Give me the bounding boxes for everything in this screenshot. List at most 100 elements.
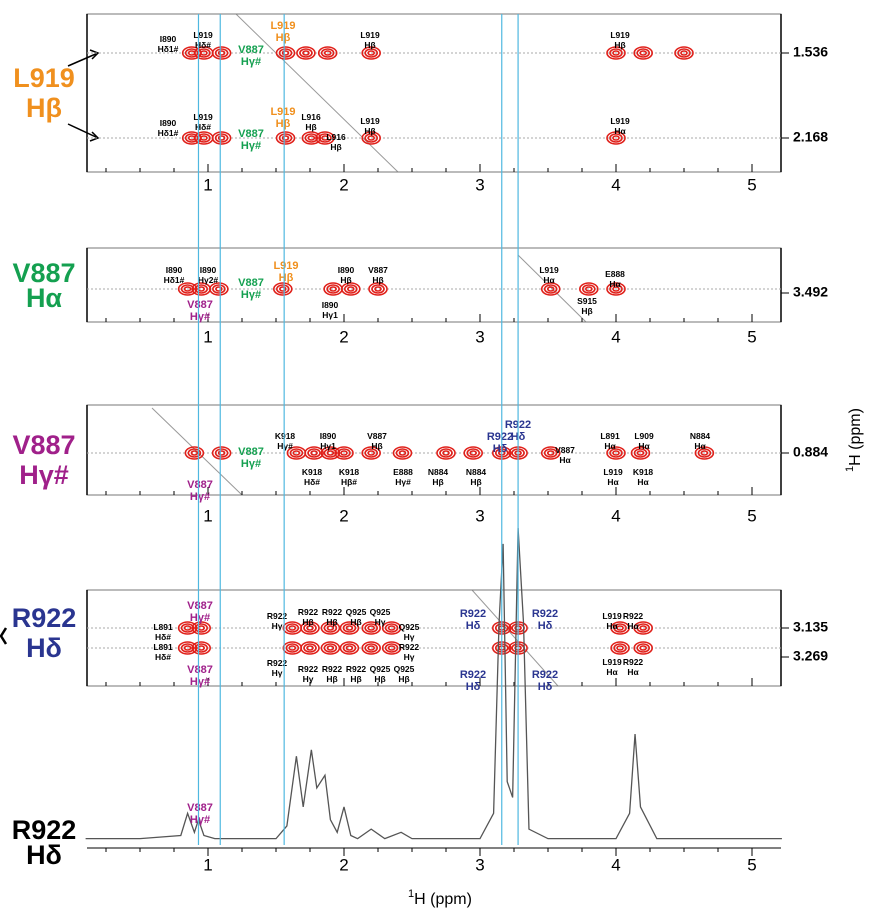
contour bbox=[323, 623, 338, 633]
peak-label-line: Hβ bbox=[364, 40, 375, 50]
peak bbox=[301, 131, 322, 145]
contour bbox=[361, 446, 382, 460]
peak-label: S915 Hβ bbox=[577, 296, 597, 316]
x-tick-label: 1 bbox=[203, 175, 212, 194]
peak-label-line: Hδ# bbox=[155, 652, 171, 662]
contour bbox=[466, 448, 481, 458]
peak-label: R922 Hδ bbox=[532, 669, 558, 693]
peak-label-line: Hγ bbox=[272, 621, 283, 631]
peak-label: R922 Hδ bbox=[487, 431, 513, 455]
contour bbox=[609, 48, 623, 58]
contour bbox=[639, 645, 648, 651]
panel-label: Hδ bbox=[26, 840, 62, 870]
contour bbox=[217, 50, 226, 56]
contour bbox=[636, 48, 651, 58]
arrow bbox=[67, 52, 99, 67]
contour bbox=[177, 282, 198, 296]
peak-label-line: Hβ bbox=[432, 477, 443, 487]
peak-label-line: Q925 bbox=[399, 622, 420, 632]
x-tick-label: 1 bbox=[203, 506, 212, 525]
peak-label-line: R922 bbox=[267, 658, 288, 668]
peak-label: Q925 Hβ bbox=[394, 664, 415, 684]
peak-label: L919 Hδ# bbox=[193, 30, 213, 50]
peak-label: V887 Hγ# bbox=[187, 600, 213, 624]
contour bbox=[387, 645, 396, 651]
contour bbox=[639, 50, 648, 56]
peak-label-line: Hγ bbox=[375, 617, 386, 627]
peak bbox=[578, 282, 599, 296]
peak-label-line: Hδ bbox=[538, 681, 553, 693]
peak bbox=[177, 641, 198, 655]
contour bbox=[214, 48, 229, 58]
peak-label-line: Hβ bbox=[350, 617, 361, 627]
contour bbox=[211, 46, 232, 60]
contour bbox=[543, 448, 558, 458]
contour bbox=[392, 446, 413, 460]
peak-label: R922 Hβ bbox=[322, 607, 343, 627]
peak-label-line: L919 bbox=[360, 116, 380, 126]
peak-label-line: Hβ bbox=[302, 617, 313, 627]
contour bbox=[367, 625, 376, 631]
contour bbox=[326, 625, 335, 631]
peak-label: I890 Hδ1# bbox=[158, 34, 179, 54]
contour bbox=[320, 621, 341, 635]
peak-label: R922 Hγ bbox=[399, 642, 420, 662]
shift-label: 0.884 bbox=[793, 444, 828, 460]
contour bbox=[304, 133, 319, 143]
contour bbox=[674, 46, 694, 60]
contour bbox=[609, 448, 623, 458]
contour bbox=[326, 645, 335, 651]
peak-label-line: Q925 bbox=[370, 664, 391, 674]
peak-label-line: I890 bbox=[338, 265, 355, 275]
peak-label-line: V887 bbox=[368, 265, 388, 275]
contour bbox=[307, 448, 321, 458]
contour bbox=[442, 450, 450, 456]
contour bbox=[285, 643, 300, 653]
peak-label: V887 Hγ# bbox=[187, 802, 213, 826]
x-tick-label: 3 bbox=[475, 506, 484, 525]
peak-label: Q925 Hβ bbox=[346, 607, 367, 627]
peak-label-line: K918 bbox=[302, 467, 323, 477]
contour bbox=[211, 131, 232, 145]
peak-label: L919 Hβ bbox=[610, 30, 630, 50]
peak bbox=[191, 621, 211, 635]
peak-label-line: Hα bbox=[606, 667, 618, 677]
contour bbox=[180, 643, 195, 653]
peak-label-line: Hγ# bbox=[190, 311, 210, 323]
contour bbox=[609, 284, 623, 294]
contour bbox=[326, 450, 335, 456]
contour bbox=[364, 48, 379, 58]
contour bbox=[339, 621, 360, 635]
x-tick-label: 5 bbox=[747, 855, 756, 874]
peak-label-line: Q925 bbox=[394, 664, 415, 674]
peak-label-line: Hγ bbox=[303, 674, 314, 684]
contour bbox=[546, 450, 555, 456]
peak-label-line: N884 bbox=[428, 467, 449, 477]
peak-label: I890 Hγ1 bbox=[322, 300, 339, 320]
peak-label-line: Hα bbox=[627, 667, 639, 677]
peak bbox=[361, 446, 382, 460]
x-axis-title-sup: 1 bbox=[408, 888, 414, 900]
peak-label-line: Hα bbox=[627, 621, 639, 631]
contour bbox=[633, 621, 654, 635]
peak bbox=[633, 46, 654, 60]
peak bbox=[320, 621, 341, 635]
peak-label: R922 Hα bbox=[623, 657, 644, 677]
peak bbox=[610, 621, 630, 635]
contour bbox=[578, 282, 599, 296]
peak-label-line: Hδ# bbox=[195, 122, 211, 132]
peak-label-line: K918 bbox=[275, 431, 296, 441]
peak-label-line: Hβ bbox=[276, 32, 291, 44]
contour bbox=[367, 135, 376, 141]
contour bbox=[275, 46, 296, 60]
peak-label: L919 Hβ bbox=[360, 30, 380, 50]
panel-label: Hδ bbox=[26, 633, 62, 663]
panel-label: Hα bbox=[26, 283, 62, 313]
peak bbox=[275, 131, 296, 145]
peak-label-line: Hδ# bbox=[195, 40, 211, 50]
peak-label-line: Hγ2# bbox=[198, 275, 219, 285]
peak-label: R922 Hδ bbox=[460, 669, 486, 693]
peak-label-line: Hβ# bbox=[341, 477, 357, 487]
peak bbox=[272, 282, 293, 296]
peak-label-line: R922 bbox=[322, 664, 343, 674]
